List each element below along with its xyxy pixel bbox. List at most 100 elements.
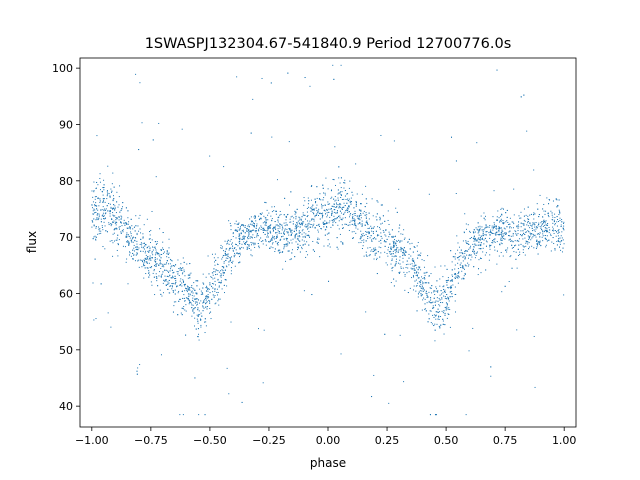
data-point [444,297,446,299]
data-point [544,237,546,239]
data-point [326,221,328,223]
data-point [220,244,222,246]
data-point [282,235,284,237]
data-point [369,247,371,249]
data-point [267,219,269,221]
data-point [333,78,335,80]
data-point [91,226,93,228]
data-point [267,228,269,230]
data-point [469,238,471,240]
data-point [446,317,448,319]
data-point [290,234,292,236]
data-point [385,229,387,231]
data-point [112,172,114,174]
data-point [251,255,253,257]
data-point [192,309,194,311]
data-point [322,184,324,186]
data-point [522,251,524,253]
data-point [290,221,292,223]
data-point [299,240,301,242]
data-point [173,305,175,307]
data-point [227,253,229,255]
data-point [517,233,519,235]
data-point [502,219,504,221]
data-point [290,191,292,193]
data-point [326,209,328,211]
data-point [359,209,361,211]
data-point [367,236,369,238]
data-point [180,268,182,270]
data-point [148,250,150,252]
data-point [113,232,115,234]
data-point [423,282,425,284]
data-point [489,237,491,239]
data-point [328,280,330,282]
data-point [270,215,272,217]
data-point [433,307,435,309]
data-point [392,253,394,255]
data-point [480,272,482,274]
data-point [422,288,424,290]
data-point [342,227,344,229]
data-point [190,291,192,293]
data-point [184,297,186,299]
data-point [290,258,292,260]
data-point [520,226,522,228]
data-point [287,232,289,234]
data-point [93,319,95,321]
data-point [101,191,103,193]
data-point [97,209,99,211]
data-point [393,242,395,244]
data-point [304,218,306,220]
data-point [340,241,342,243]
data-point [270,224,272,226]
data-point [112,212,114,214]
data-point [414,247,416,248]
data-point [435,286,437,288]
data-point [91,207,93,209]
data-point [150,258,152,260]
data-point [525,231,527,233]
data-point [525,245,527,247]
data-point [171,269,173,271]
data-point [279,223,281,225]
data-point [252,220,254,222]
data-point [180,278,182,280]
data-point [428,282,430,284]
data-point [500,233,502,235]
data-point [316,204,318,206]
data-point [482,230,484,232]
data-point [512,235,514,237]
data-point [447,277,449,279]
data-point [203,299,205,301]
data-point [188,287,190,289]
data-point [516,234,518,236]
data-point [306,211,308,213]
data-point [283,231,285,233]
data-point [142,242,144,244]
data-point [473,250,475,252]
data-point [388,231,390,233]
data-point [95,226,97,228]
data-point [434,315,436,317]
data-point [195,301,197,303]
data-point [192,304,194,306]
data-point [197,280,199,282]
data-point [329,246,331,248]
data-point [152,257,153,259]
data-point [369,254,371,256]
data-point [262,228,264,230]
data-point [132,241,134,243]
data-point [285,243,287,245]
data-point [237,223,239,225]
data-point [466,250,468,252]
data-point [422,290,424,292]
data-point [490,366,492,368]
data-point [144,267,146,269]
data-point [536,227,538,229]
data-point [133,254,134,256]
data-point [167,263,169,265]
data-point [100,218,102,220]
data-point [399,259,401,261]
